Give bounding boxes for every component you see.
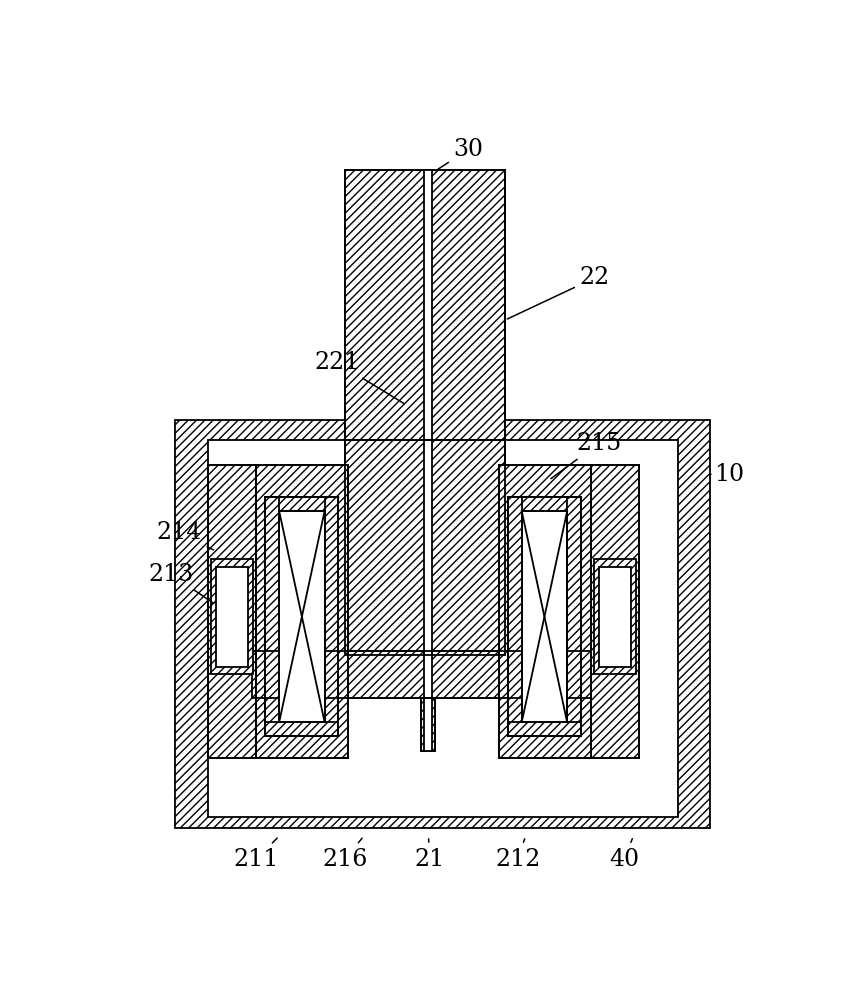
Bar: [424, 440, 431, 655]
Bar: [265, 497, 279, 736]
Text: 40: 40: [609, 839, 639, 871]
Bar: [424, 651, 431, 698]
Text: 22: 22: [507, 266, 610, 319]
Bar: [522, 511, 567, 722]
Bar: [424, 170, 431, 440]
Bar: [279, 511, 325, 722]
Bar: [279, 511, 325, 722]
Bar: [265, 497, 338, 511]
Bar: [325, 497, 338, 736]
Bar: [344, 440, 505, 655]
Text: 221: 221: [314, 351, 404, 403]
Bar: [598, 567, 631, 667]
Bar: [508, 497, 581, 736]
Bar: [591, 465, 639, 758]
Bar: [508, 497, 581, 736]
Bar: [499, 465, 591, 758]
Text: 212: 212: [495, 839, 541, 871]
Bar: [208, 465, 256, 758]
Bar: [499, 465, 591, 758]
Bar: [265, 497, 338, 736]
Bar: [208, 465, 256, 758]
Bar: [508, 722, 581, 736]
Text: 213: 213: [149, 563, 214, 604]
Bar: [265, 722, 338, 736]
Bar: [252, 651, 591, 698]
Bar: [424, 698, 431, 751]
Bar: [265, 497, 338, 736]
Text: 30: 30: [436, 138, 484, 171]
Bar: [591, 465, 639, 758]
Bar: [344, 170, 505, 440]
Bar: [252, 651, 591, 698]
Bar: [212, 559, 253, 674]
Bar: [216, 567, 248, 667]
Bar: [594, 559, 635, 674]
Bar: [344, 440, 505, 655]
Text: 21: 21: [414, 839, 444, 871]
Text: 211: 211: [233, 838, 279, 871]
Bar: [508, 497, 581, 511]
Bar: [256, 465, 349, 758]
Text: 10: 10: [710, 463, 744, 486]
Bar: [522, 511, 567, 722]
Text: 215: 215: [551, 432, 622, 479]
Text: 216: 216: [322, 838, 368, 871]
Bar: [344, 170, 505, 440]
Text: 214: 214: [157, 521, 214, 550]
Bar: [508, 497, 522, 736]
Bar: [256, 465, 349, 758]
Bar: [421, 698, 435, 751]
Bar: [176, 420, 710, 828]
Bar: [567, 497, 581, 736]
Bar: [421, 698, 435, 751]
Bar: [208, 440, 678, 817]
